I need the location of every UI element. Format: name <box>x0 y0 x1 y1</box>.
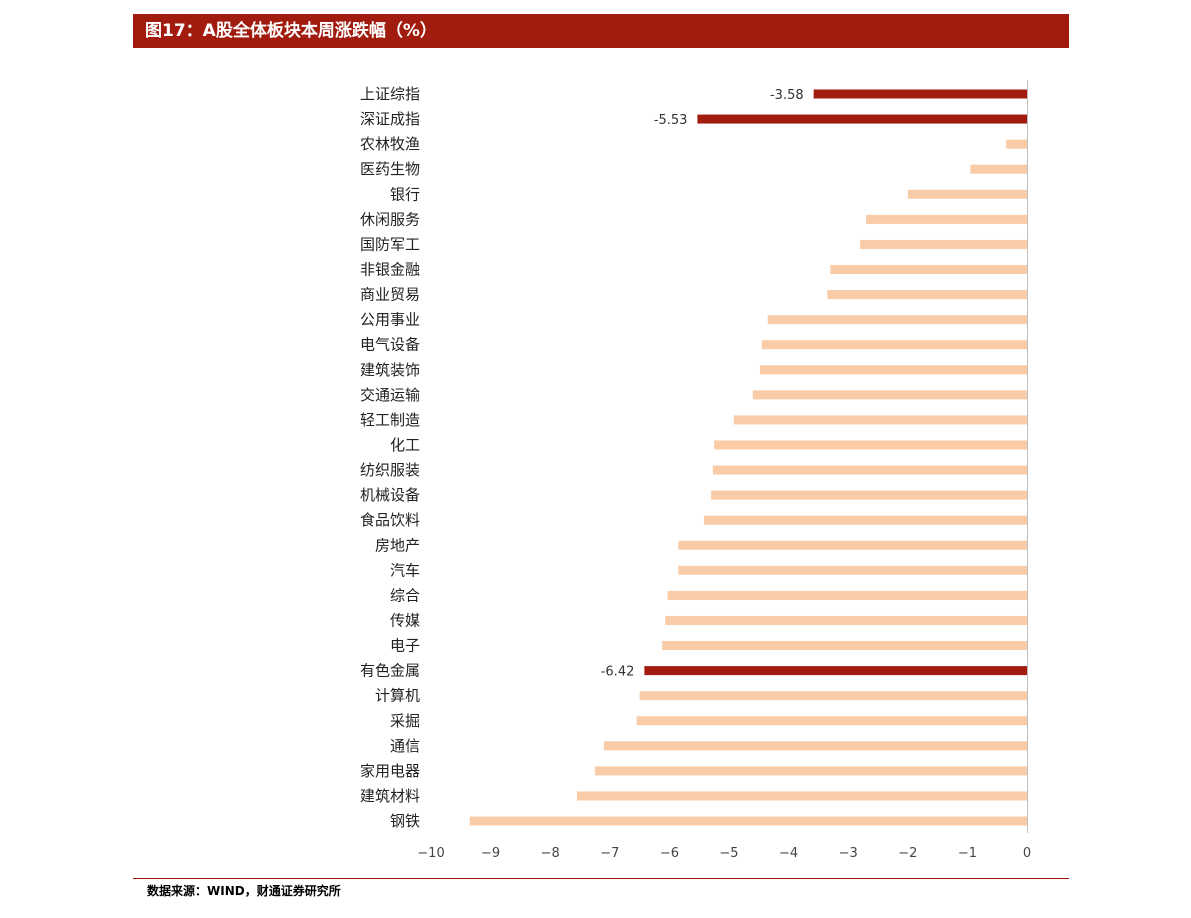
chart-title: 图17：A股全体板块本周涨跌幅（%） <box>133 14 1069 48</box>
category-label: 上证综指 <box>360 85 420 103</box>
bar-29 <box>577 791 1027 801</box>
bar-21 <box>667 590 1027 600</box>
bar-18 <box>703 515 1027 525</box>
category-label: 钢铁 <box>390 812 420 830</box>
bar-14 <box>733 415 1027 425</box>
category-label: 计算机 <box>375 687 420 705</box>
category-label: 电气设备 <box>360 336 420 354</box>
category-label: 化工 <box>390 436 420 454</box>
data-label: -3.58 <box>770 88 804 103</box>
bar-6 <box>866 214 1027 224</box>
category-label: 食品饮料 <box>360 511 420 529</box>
bar-22 <box>665 615 1027 625</box>
bar-2 <box>697 114 1027 124</box>
bar-4 <box>970 164 1027 174</box>
x-tick-label: −4 <box>779 846 798 861</box>
category-label: 非银金融 <box>360 260 420 278</box>
bar-15 <box>714 440 1027 450</box>
category-label: 建筑材料 <box>360 787 420 805</box>
bar-19 <box>678 540 1027 550</box>
category-label: 建筑装饰 <box>360 361 420 379</box>
category-label: 医药生物 <box>360 160 420 178</box>
x-tick-label: −9 <box>481 846 500 861</box>
data-label: -5.53 <box>654 113 688 128</box>
bar-1 <box>813 89 1027 99</box>
category-label: 公用事业 <box>360 311 420 329</box>
category-label: 家用电器 <box>360 762 420 780</box>
data-label: -6.42 <box>601 665 635 680</box>
bar-23 <box>662 641 1027 651</box>
category-label: 电子 <box>390 637 420 655</box>
bar-10 <box>767 315 1027 325</box>
bar-30 <box>469 816 1027 826</box>
category-label: 银行 <box>390 185 420 203</box>
bar-26 <box>636 716 1027 726</box>
x-tick-label: −5 <box>719 846 738 861</box>
category-label: 有色金属 <box>360 662 420 680</box>
category-label: 汽车 <box>390 561 420 579</box>
category-label: 传媒 <box>390 611 420 629</box>
bar-13 <box>752 390 1027 400</box>
bar-12 <box>759 365 1027 375</box>
bar-9 <box>827 290 1027 300</box>
x-tick-label: −7 <box>600 846 619 861</box>
category-label: 国防军工 <box>360 235 420 253</box>
x-tick-label: −2 <box>898 846 917 861</box>
category-label: 机械设备 <box>360 486 420 504</box>
bar-5 <box>907 189 1027 199</box>
x-tick-label: −3 <box>839 846 858 861</box>
bar-25 <box>639 691 1027 701</box>
bar-28 <box>594 766 1027 776</box>
bar-3 <box>1006 139 1027 149</box>
category-label: 综合 <box>390 586 420 604</box>
bar-11 <box>761 340 1027 350</box>
x-tick-label: −1 <box>958 846 977 861</box>
x-tick-label: −6 <box>660 846 679 861</box>
x-tick-label: −10 <box>417 846 444 861</box>
bar-24 <box>644 666 1027 676</box>
bottom-divider <box>133 878 1069 879</box>
source-note: 数据来源：WIND，财通证券研究所 <box>147 884 341 898</box>
bar-17 <box>711 490 1027 500</box>
bar-16 <box>712 465 1027 475</box>
bar-7 <box>860 239 1027 249</box>
category-label: 商业贸易 <box>360 286 420 304</box>
category-label: 休闲服务 <box>360 210 420 228</box>
category-label: 深证成指 <box>360 110 420 128</box>
category-label: 交通运输 <box>360 386 420 404</box>
category-label: 通信 <box>390 737 420 755</box>
category-label: 房地产 <box>375 536 420 554</box>
category-label: 纺织服装 <box>360 461 420 479</box>
x-tick-label: −8 <box>541 846 560 861</box>
category-label: 农林牧渔 <box>360 135 420 153</box>
bar-20 <box>678 565 1027 575</box>
bar-27 <box>603 741 1027 751</box>
bar-8 <box>830 264 1027 274</box>
category-label: 轻工制造 <box>360 411 420 429</box>
category-label: 采掘 <box>390 712 420 730</box>
x-tick-label: 0 <box>1023 846 1031 861</box>
